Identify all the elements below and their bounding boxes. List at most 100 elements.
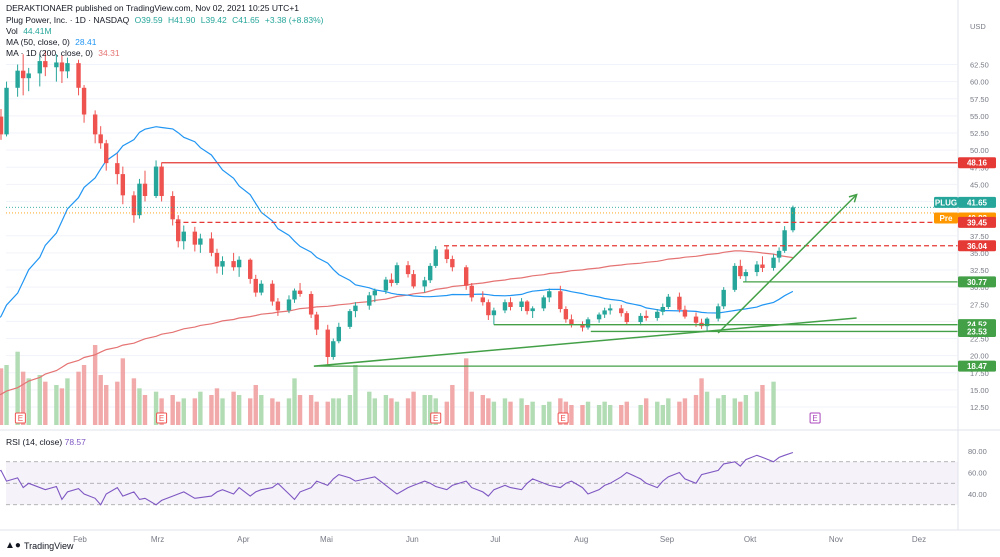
candle-body [372,290,378,296]
candle-body [704,318,710,327]
price-tag [958,216,996,228]
candle-body [231,261,236,268]
ma-200-line [0,250,793,396]
volume-bar [638,405,643,425]
price-tick-label: 45.00 [970,180,989,189]
price-tick-label: 30.00 [970,283,989,292]
ohlc-low: L39.42 [200,15,227,25]
candle-body [137,183,142,216]
legend-volume-line[interactable]: Vol 44.41M [6,26,55,37]
candle-body [643,315,649,318]
candle-body [383,279,389,291]
publisher-text: DERAKTIONAER published on TradingView.co… [6,3,300,13]
candle-body [131,195,137,216]
horizontal-lines [6,162,958,367]
volume-bar [59,388,65,425]
trend-line [313,317,857,367]
volume-bar [619,405,624,425]
rsi-line [0,451,794,506]
candle-body [236,259,242,268]
candle-body [353,305,358,312]
volume-bar [704,391,710,425]
price-tag [958,240,996,252]
candle-body [259,283,264,293]
candle-body [760,264,765,268]
price-tick-label: 27.50 [970,300,989,309]
volume-bar [463,358,469,425]
volume-bar [699,378,704,425]
price-tick-label: 17.50 [970,369,989,378]
earnings-label: E [812,414,817,423]
candle-body [486,302,491,316]
volume-bar [314,401,319,425]
candle-body [541,297,546,309]
candle-body [682,309,688,317]
volume-bar [209,395,214,425]
legend-symbol-line[interactable]: Plug Power, Inc. · 1D · NASDAQ O39.59 H4… [6,15,327,26]
candle-body [558,291,563,310]
candle-body [98,134,103,144]
legend-ma200-line[interactable]: MA · 1D (200, close, 0) 34.31 [6,48,123,59]
candle-body [463,267,469,286]
price-tick-label: 15.00 [970,386,989,395]
volume-bar [115,381,120,425]
candle-body [331,341,336,357]
price-axis[interactable]: USD62.5060.0057.5055.0052.5050.0047.5045… [957,0,989,530]
price-tag [958,360,996,372]
candle-body [469,285,474,298]
candle-body [790,207,796,231]
candle-body [450,259,455,268]
volume-bar [715,398,721,425]
price-tick-label: 22.50 [970,335,989,344]
volume-bar [450,385,455,425]
time-tick-label: Aug [574,535,588,544]
candle-body [602,310,607,315]
ma200-label: MA · 1D (200, close, 0) [6,48,93,58]
candle-body [120,174,126,196]
volume-bar [181,398,186,425]
volume-bar [743,395,749,425]
volume-bar [214,388,220,425]
time-axis[interactable]: Feb Mrz Apr Mai Jun Jul Aug Sep Okt Nov Dez [73,535,926,544]
earnings-label: E [18,414,23,423]
candle-body [176,219,181,242]
candle-body [721,289,726,307]
volume-bar [383,395,389,425]
volume-bar [236,395,242,425]
price-tag-label: 39.45 [967,218,988,227]
legend-ma50-line[interactable]: MA (50, close, 0) 28.41 [6,37,99,48]
volume-bar [231,391,236,425]
volume-bar [738,401,743,425]
volume-bars [0,345,776,425]
volume-bar [37,375,42,425]
time-tick-label: Jun [406,535,419,544]
tradingview-brand: TradingView [23,540,74,551]
candle-body [743,272,749,277]
volume-bar [693,395,699,425]
candle-body [115,163,120,175]
time-tick-label: Sep [660,535,675,544]
volume-bar [270,398,275,425]
candle-body [411,274,416,287]
volume-bar [427,395,433,425]
candle-body [153,166,159,197]
ohlc-high: H41.90 [167,15,196,25]
price-tag-label: 23.53 [967,327,988,336]
candle-body [715,306,721,319]
volume-bar [192,398,198,425]
time-tick-label: Mrz [151,535,164,544]
candle-body [270,283,275,302]
earnings-label: E [433,414,438,423]
ma50-label: MA (50, close, 0) [6,37,70,47]
rsi-legend[interactable]: RSI (14, close) 78.57 [6,437,86,447]
ma50-value: 28.41 [75,37,97,47]
volume-bar [602,401,607,425]
candle-body [0,116,4,135]
volume-bar [519,398,524,425]
volume-bar [433,398,438,425]
candle-body [37,61,42,74]
earnings-label: E [159,414,164,423]
price-tag [934,212,958,224]
volume-bar [405,398,411,425]
tradingview-logo[interactable]: ▲● TradingView [5,540,73,551]
